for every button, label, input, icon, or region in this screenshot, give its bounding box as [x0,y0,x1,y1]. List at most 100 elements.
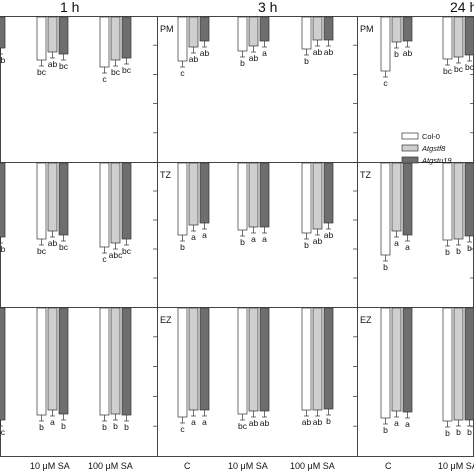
x-label-c3-control: C [385,461,392,471]
bar-atgstu19 [199,16,210,42]
bar-atgstf8 [47,307,58,411]
significance-label: b [383,425,388,435]
significance-label: a [405,419,410,429]
significance-label: ab [302,417,312,427]
significance-label: ab [249,418,259,428]
significance-label: b [304,56,309,66]
significance-label: bc [443,66,453,76]
bar-atgstf8 [453,16,464,58]
significance-label: b [383,262,388,272]
bar-atgstu19 [259,162,270,228]
significance-label: b [326,416,331,426]
significance-label: a [394,418,399,428]
significance-label: b [39,422,44,432]
significance-label: a [262,234,267,244]
significance-label: ab [324,47,334,57]
bar-atgstu19 [323,307,334,410]
zone-label-pm: PM [360,24,374,34]
bar-atgstf8 [453,162,464,240]
bar-atgstf8 [312,16,323,41]
bar-col-0 [380,162,391,256]
bar-atgstu19 [323,16,334,41]
significance-label: bc [37,246,47,256]
significance-label: a [262,48,267,58]
column-title-1h: 1 h [60,0,79,15]
significance-label: c [383,78,388,88]
significance-label: ab [189,54,199,64]
bar-atgstf8 [391,16,402,43]
bar-atgstu19 [121,162,132,240]
bars-layer: abbcabbccbcbcPMcababbababababPMcbabbcbcb… [0,16,474,438]
significance-label: a [251,234,256,244]
significance-label: bc [238,421,248,431]
significance-label: b [445,428,450,438]
significance-label: bc [454,64,464,74]
bar-atgstu19 [199,307,210,411]
significance-label: b [240,237,245,247]
significance-label: a [202,417,207,427]
bar-atgstu19 [464,162,474,237]
bar-atgstf8 [188,307,199,411]
bar-atgstf8 [312,162,323,230]
bar-atgstu19 [402,16,413,42]
x-label-c3-10sa: 10 μM SA [438,461,474,471]
bar-atgstf8 [110,307,121,415]
significance-label: b [61,421,66,431]
bar-col-0 [177,16,188,62]
zone-label-tz: TZ [160,170,171,180]
significance-label: c [102,74,107,84]
significance-label: ab [313,47,323,57]
significance-label: a [405,242,410,252]
bar-col-0 [237,16,248,52]
panel-grid-outline [0,16,474,457]
bar-atgstf8 [391,162,402,232]
significance-label: b [445,247,450,257]
bar-col-0 [301,307,312,411]
significance-label: bc [122,246,132,256]
legend: Col-0 Atgstf8 Atgstu19 [401,132,452,165]
bar-atgstf8 [188,16,199,48]
significance-label: bc [59,242,69,252]
zone-label-ez: EZ [360,315,372,325]
significance-label: ab [260,418,270,428]
significance-label: bc [122,65,132,75]
bar-atgstu19 [402,162,413,236]
bar-col-0 [177,307,188,418]
bar-atgstu19 [259,307,270,412]
bar-atgstu19 [58,162,69,236]
bar-atgstu19 [0,162,6,238]
significance-label: ab [313,236,323,246]
significance-label: a [202,230,207,240]
significance-label: b [456,246,461,256]
bar-atgstf8 [391,307,402,412]
legend-label-atgstf8: Atgstf8 [421,144,446,153]
zone-label-ez: EZ [160,315,172,325]
bar-atgstf8 [453,307,464,421]
significance-label: b [124,422,129,432]
bar-col-0 [237,162,248,231]
significance-label: ab [0,244,5,254]
bar-col-0 [36,162,47,240]
legend-swatch-col0 [401,132,419,140]
bar-col-0 [99,16,110,68]
significance-label: b [240,58,245,68]
legend-swatch-atgstf8 [401,144,419,152]
bar-atgstu19 [259,16,270,42]
bar-atgstu19 [464,307,474,421]
bar-col-0 [380,307,391,419]
bar-atgstu19 [464,16,474,56]
bar-atgstf8 [248,16,259,47]
significance-label: ab [48,59,58,69]
bar-atgstu19 [0,16,6,49]
bar-atgstf8 [248,307,259,412]
zone-label-pm: PM [160,24,174,34]
x-label-c2-control: C [184,461,191,471]
significance-label: a [191,417,196,427]
bar-atgstf8 [47,16,58,53]
significance-label: bc [59,61,69,71]
x-label-c1-100sa: 100 μM SA [88,461,133,471]
significance-label: abc [109,250,123,260]
significance-label: b [304,240,309,250]
bar-atgstu19 [402,307,413,413]
